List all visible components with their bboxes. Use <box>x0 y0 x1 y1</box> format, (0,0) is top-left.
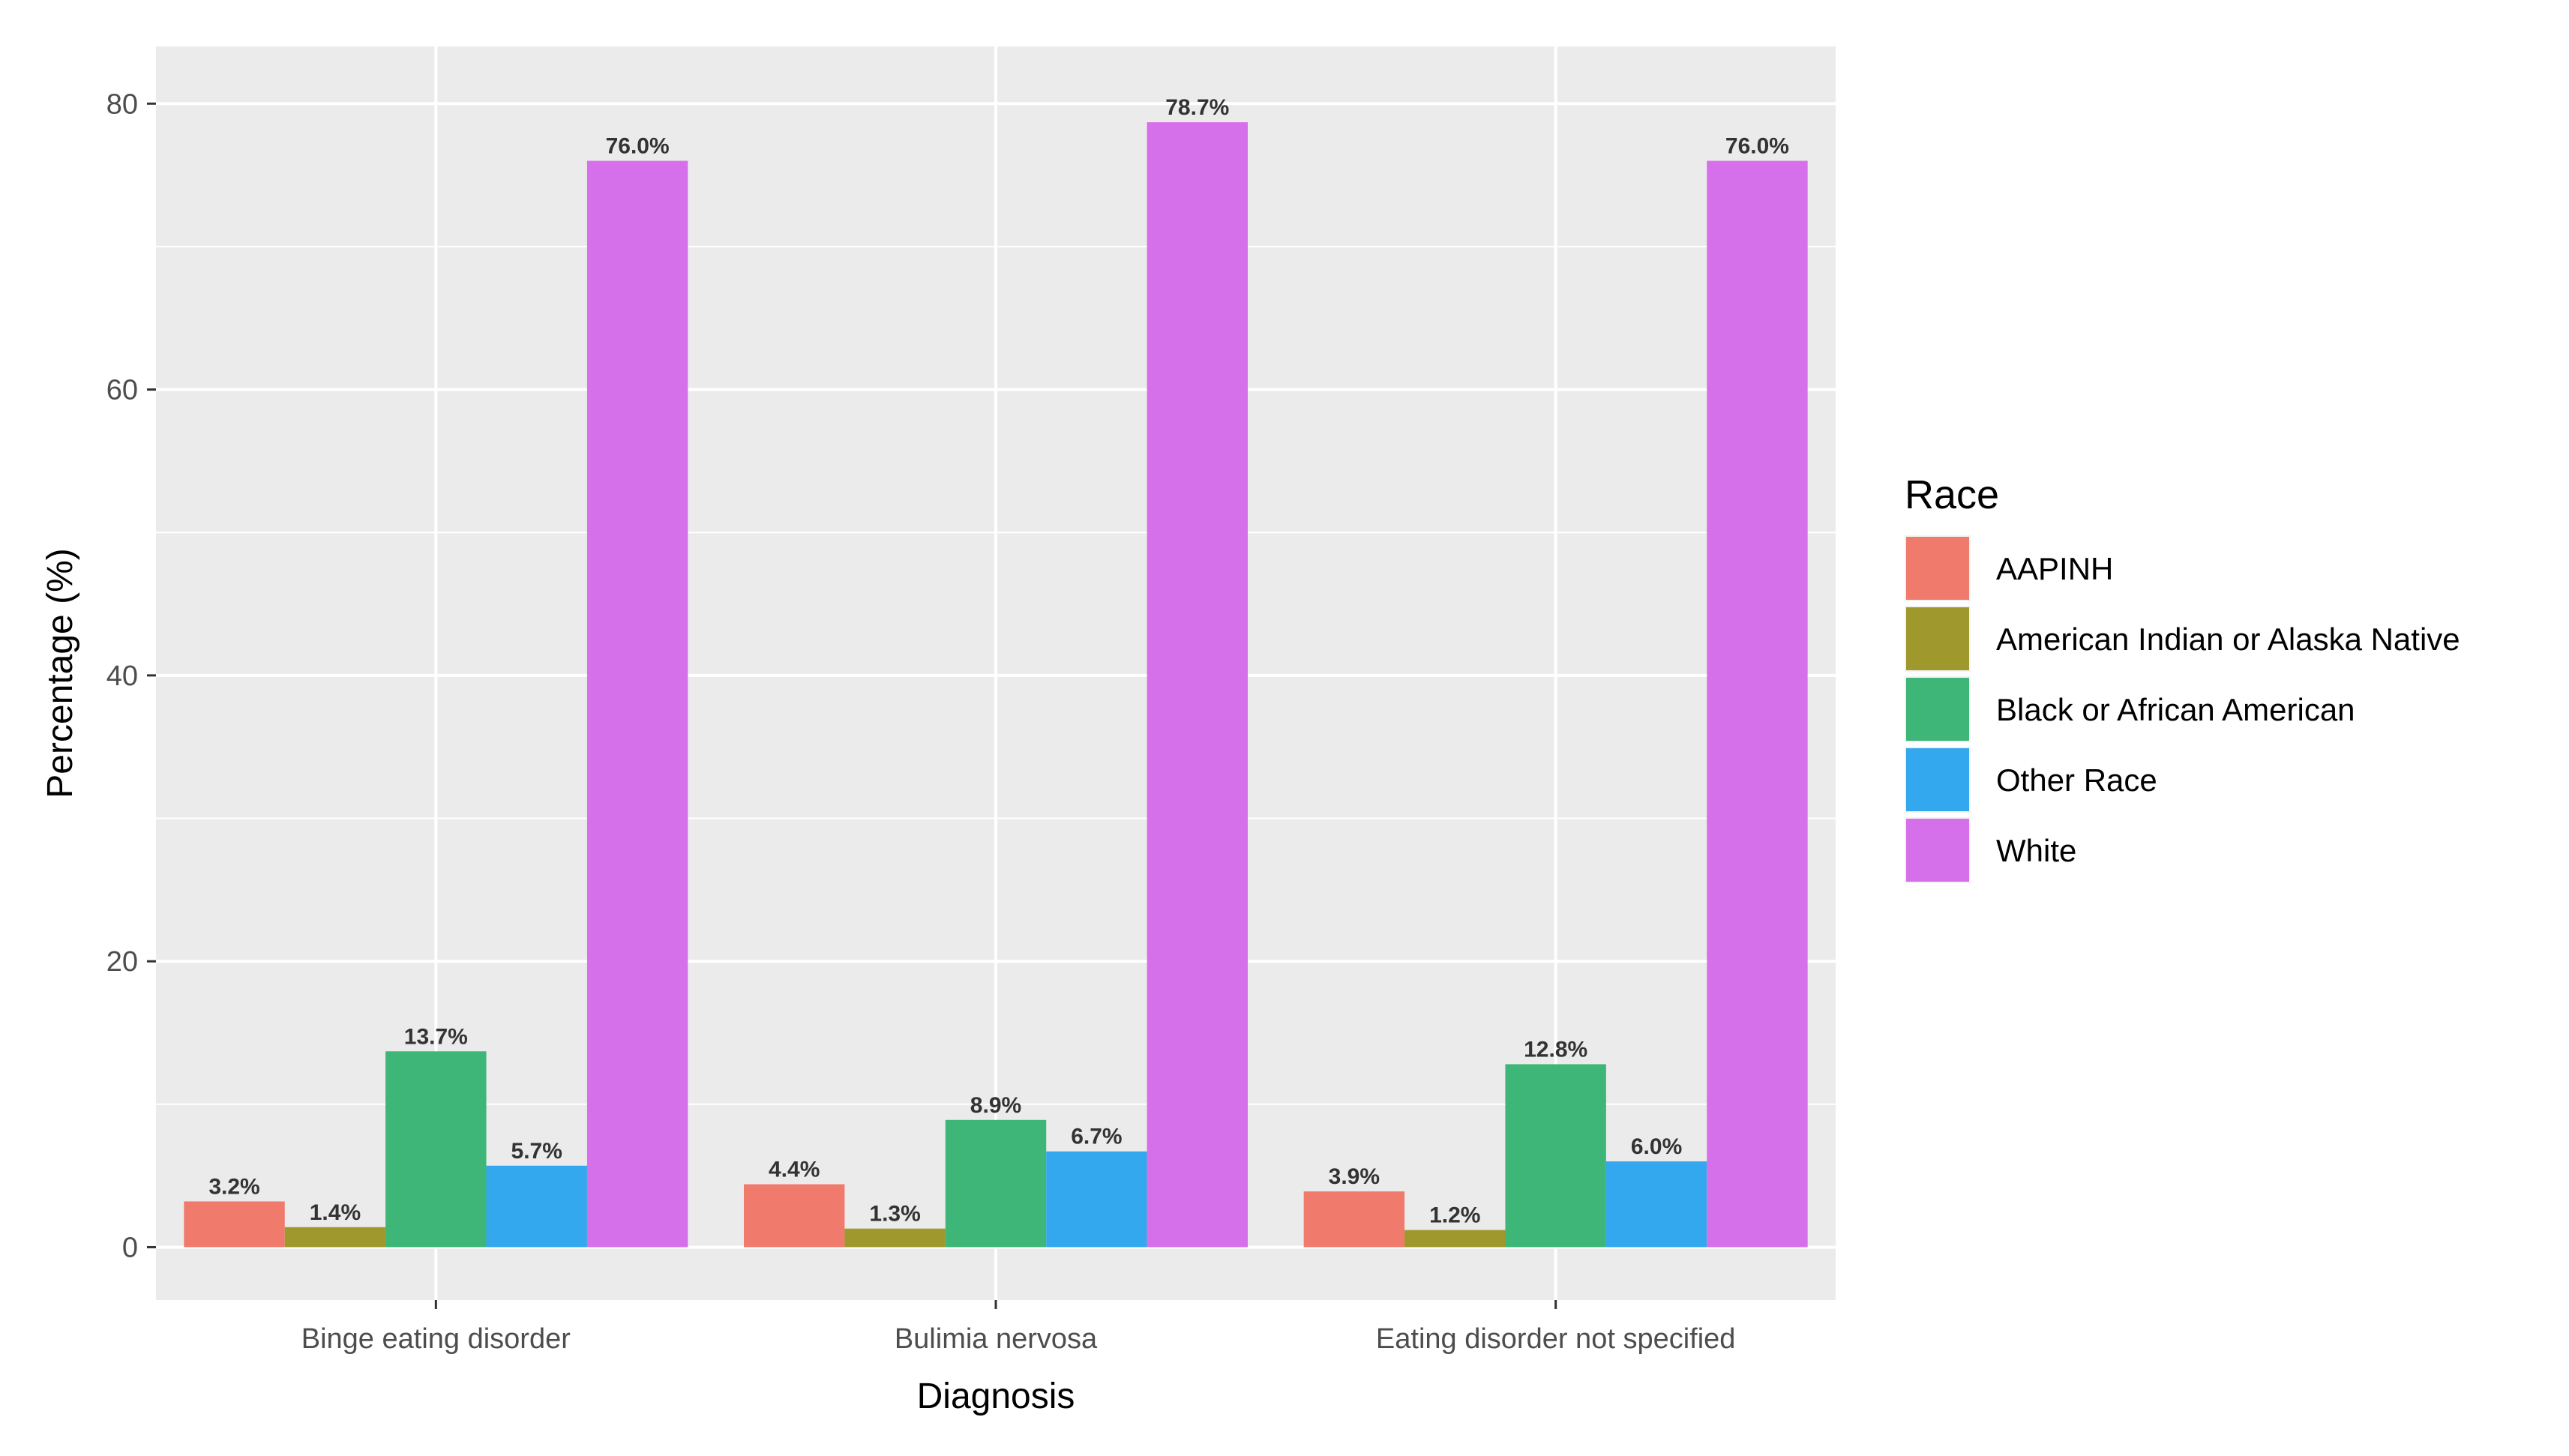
y-tick-label: 80 <box>106 88 138 120</box>
y-tick-label: 60 <box>106 375 138 406</box>
bar-label: 4.4% <box>769 1158 820 1182</box>
bar <box>184 1201 285 1248</box>
bar-label: 6.0% <box>1631 1134 1682 1159</box>
bar <box>486 1165 587 1248</box>
x-axis: Binge eating disorder Bulimia nervosa Eati… <box>301 1300 1736 1355</box>
y-axis-title: Percentage (%) <box>40 548 80 798</box>
bar-label: 1.2% <box>1429 1203 1480 1228</box>
legend-key <box>1906 819 1969 882</box>
legend-key <box>1906 537 1969 600</box>
bar-label: 78.7% <box>1165 95 1229 120</box>
bar-label: 6.7% <box>1071 1125 1122 1149</box>
legend-items: AAPINH American Indian or Alaska Native Bl… <box>1905 535 2460 883</box>
bar <box>284 1227 386 1248</box>
bar <box>945 1119 1047 1248</box>
bar-label: 1.3% <box>869 1202 920 1227</box>
bar-label: 76.0% <box>1725 134 1789 159</box>
bar <box>1147 122 1248 1248</box>
bar <box>586 160 688 1248</box>
bar-label: 12.8% <box>1524 1037 1587 1062</box>
bar-label: 5.7% <box>511 1139 562 1164</box>
bar <box>1605 1161 1707 1248</box>
legend-key <box>1906 678 1969 741</box>
bar <box>1046 1151 1147 1248</box>
bar-labels: 3.2% 1.4% 13.7% 5.7% 76.0% 4.4% 1.3% 8.9% 6.7% 78… <box>208 95 1789 1228</box>
bar <box>1303 1191 1405 1248</box>
bar <box>844 1228 946 1248</box>
y-tick-label: 0 <box>122 1232 138 1263</box>
bar <box>1404 1230 1506 1248</box>
bars <box>184 122 1808 1248</box>
legend-label: Black or African American <box>1996 692 2355 727</box>
bar <box>744 1184 845 1248</box>
y-tick-label: 20 <box>106 946 138 978</box>
bar-label: 1.4% <box>310 1200 361 1225</box>
bar-label: 76.0% <box>606 134 670 159</box>
bar-label: 3.9% <box>1329 1164 1380 1189</box>
x-axis-title: Diagnosis <box>917 1377 1075 1416</box>
legend-key <box>1906 607 1969 670</box>
legend: Race AAPINH American Indian or Alaska Nat… <box>1905 472 2460 883</box>
x-tick-label: Binge eating disorder <box>301 1323 571 1355</box>
legend-label: AAPINH <box>1996 551 2113 586</box>
bar-label: 8.9% <box>970 1093 1021 1118</box>
x-tick-label: Bulimia nervosa <box>895 1323 1098 1355</box>
x-tick-label: Eating disorder not specified <box>1376 1323 1736 1355</box>
bar <box>1707 160 1808 1248</box>
bar-label: 3.2% <box>208 1174 259 1199</box>
legend-label: White <box>1996 833 2076 868</box>
y-tick-label: 40 <box>106 661 138 692</box>
bar-label: 13.7% <box>404 1024 468 1049</box>
y-axis: 0 20 40 60 80 <box>106 88 156 1263</box>
legend-key <box>1906 748 1969 811</box>
legend-label: American Indian or Alaska Native <box>1996 622 2460 657</box>
legend-title: Race <box>1905 472 1999 517</box>
bar <box>385 1051 487 1248</box>
legend-label: Other Race <box>1996 762 2157 798</box>
bar <box>1505 1064 1606 1248</box>
